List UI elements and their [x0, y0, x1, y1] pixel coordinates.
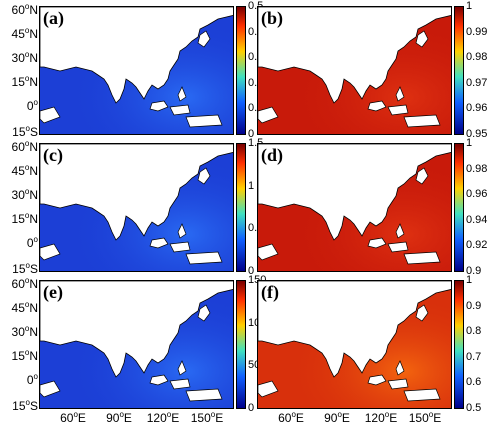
colorbar-tick: 1	[466, 137, 473, 149]
colorbar	[454, 280, 464, 409]
longitude-label: 90oE	[106, 410, 132, 425]
latitude-label: 60oN	[11, 276, 38, 291]
colorbar-tick: 1.5	[248, 137, 264, 149]
colorbar	[236, 280, 246, 409]
longitude-label: 60oE	[278, 410, 304, 425]
latitude-label: 0o	[26, 372, 38, 387]
colorbar-tick: 50	[248, 359, 261, 372]
colorbar	[454, 6, 464, 135]
colorbar-tick: 0.3	[248, 51, 264, 64]
colorbar-tick: 0.92	[466, 239, 488, 252]
colorbar-tick: 1	[466, 0, 473, 12]
map-panel: (c)	[39, 143, 234, 272]
colorbar-tick: 0.99	[466, 25, 488, 38]
colorbar-tick: 0.2	[248, 76, 264, 89]
colorbar-tick: 0.7	[466, 350, 482, 363]
colorbar-tick: 0.5	[466, 402, 482, 414]
longitude-label: 150oE	[190, 410, 224, 425]
colorbar-tick: 0.5	[248, 0, 264, 12]
colorbar-tick: 0	[248, 128, 255, 140]
map-panel: (b)	[257, 6, 452, 135]
colorbar-tick: 0.9	[466, 299, 482, 312]
latitude-label: 15oN	[11, 348, 38, 363]
colorbar-tick: 0.5	[248, 222, 264, 235]
colorbar-tick: 1	[466, 274, 473, 286]
colorbar-tick: 0.6	[466, 376, 482, 389]
colorbar-tick: 1	[248, 179, 255, 192]
panel-label: (c)	[43, 145, 63, 165]
colorbar-tick: 0.94	[466, 213, 488, 226]
colorbar-tick: 0	[248, 402, 255, 414]
latitude-label: 30oN	[11, 50, 38, 65]
colorbar-tick: 0.4	[248, 25, 264, 38]
colorbar	[454, 143, 464, 272]
panel-label: (f)	[261, 282, 279, 302]
latitude-label: 30oN	[11, 324, 38, 339]
map-panel: (e)	[39, 280, 234, 409]
latitude-label: 15oS	[12, 124, 38, 139]
colorbar	[236, 143, 246, 272]
latitude-label: 45oN	[11, 26, 38, 41]
panel-label: (b)	[261, 8, 283, 28]
map-panel: (a)	[39, 6, 234, 135]
latitude-label: 0o	[26, 98, 38, 113]
longitude-label: 90oE	[324, 410, 350, 425]
latitude-label: 15oS	[12, 261, 38, 276]
colorbar-tick: 0.96	[466, 102, 488, 115]
longitude-label: 120oE	[364, 410, 398, 425]
colorbar-tick: 0.98	[466, 51, 488, 64]
latitude-label: 60oN	[11, 2, 38, 17]
longitude-label: 150oE	[408, 410, 442, 425]
map-panel: (d)	[257, 143, 452, 272]
latitude-label: 15oS	[12, 398, 38, 413]
colorbar-tick: 0.9	[466, 265, 482, 277]
latitude-label: 0o	[26, 235, 38, 250]
longitude-label: 60oE	[60, 410, 86, 425]
colorbar-tick: 0.96	[466, 188, 488, 201]
colorbar-tick: 0.97	[466, 76, 488, 89]
latitude-label: 30oN	[11, 187, 38, 202]
latitude-label: 15oN	[11, 74, 38, 89]
latitude-label: 45oN	[11, 300, 38, 315]
longitude-label: 120oE	[146, 410, 180, 425]
latitude-label: 60oN	[11, 139, 38, 154]
colorbar	[236, 6, 246, 135]
map-panel: (f)	[257, 280, 452, 409]
latitude-label: 15oN	[11, 211, 38, 226]
colorbar-tick: 0.95	[466, 128, 488, 140]
colorbar-tick: 0.1	[248, 102, 264, 115]
panel-label: (e)	[43, 282, 63, 302]
panel-label: (d)	[261, 145, 283, 165]
colorbar-tick: 0.8	[466, 325, 482, 338]
panel-label: (a)	[43, 8, 64, 28]
latitude-label: 45oN	[11, 163, 38, 178]
colorbar-tick: 0.98	[466, 162, 488, 175]
colorbar-tick: 0	[248, 265, 255, 277]
